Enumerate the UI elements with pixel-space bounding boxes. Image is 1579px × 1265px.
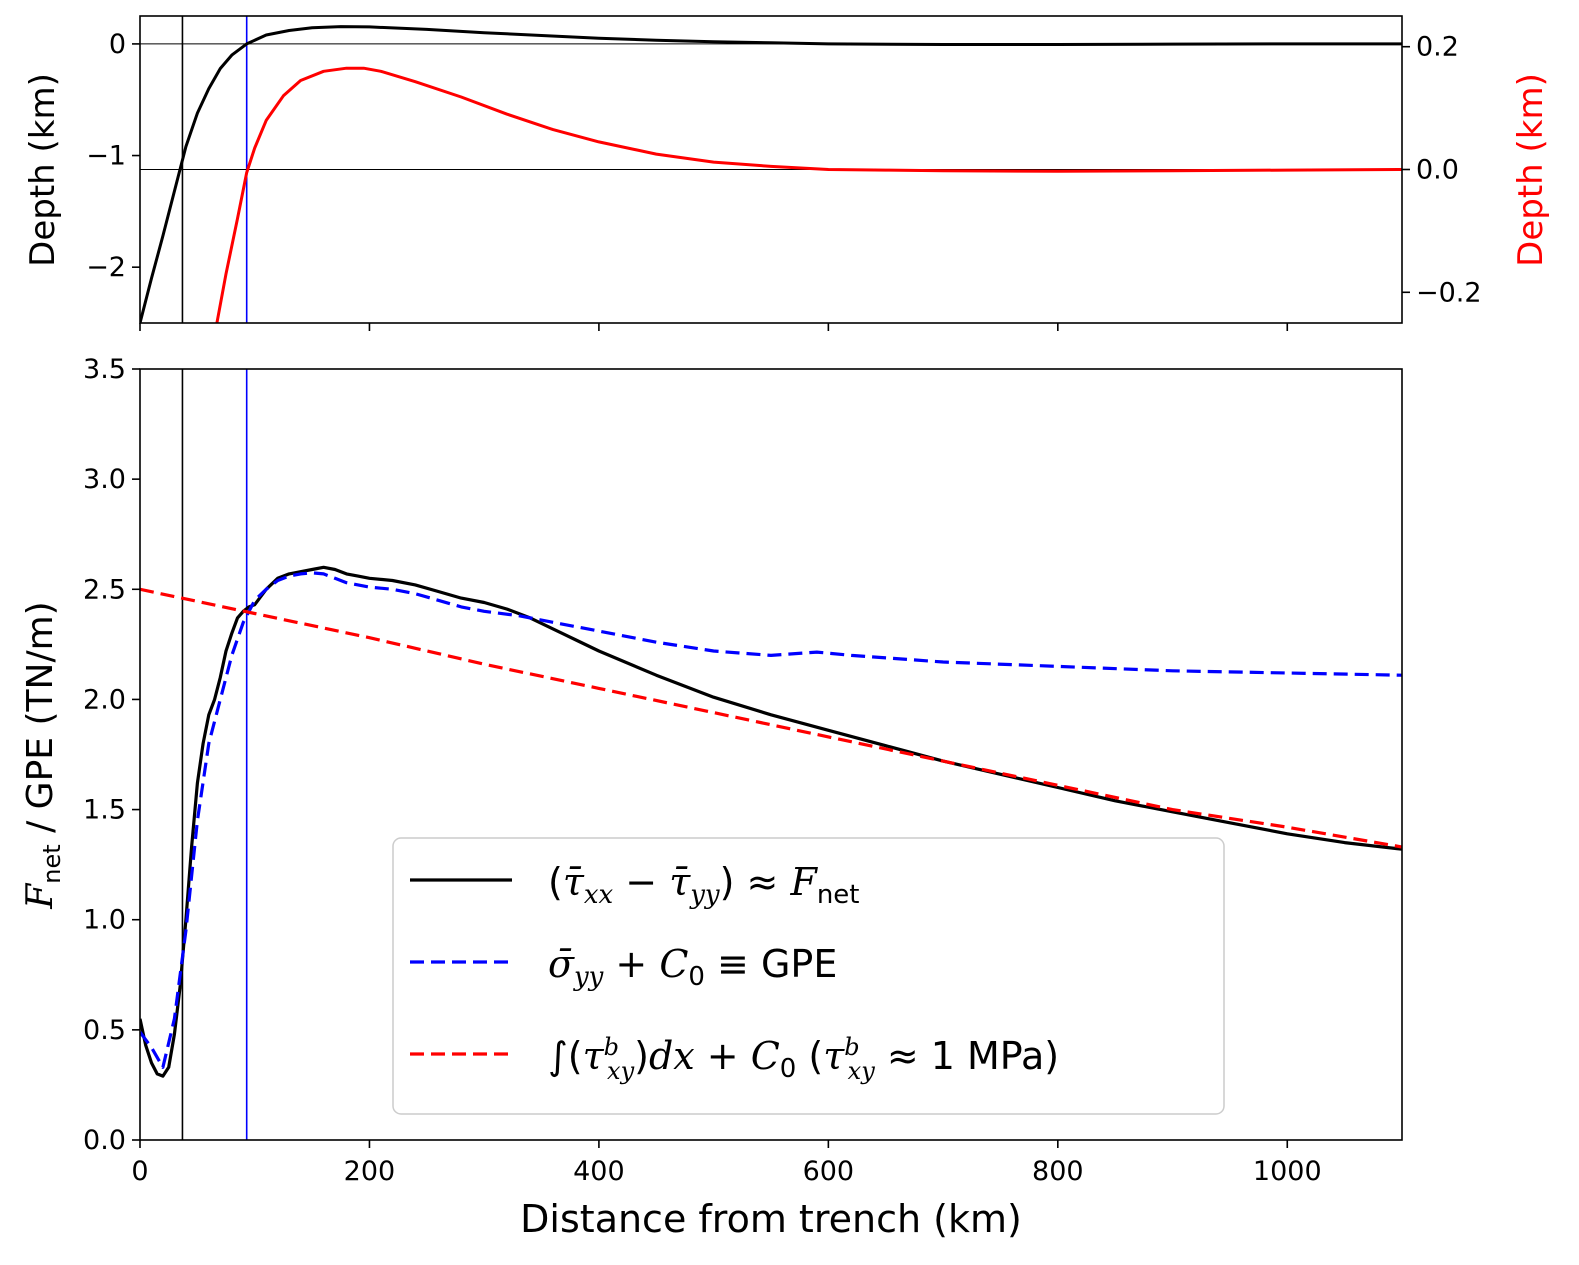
top-right-y-axis-label: Depth (km): [1511, 73, 1551, 267]
bottom-series-group: [140, 565, 1402, 1078]
bottom-plot-frame: [139, 368, 1403, 1141]
series-integral: [140, 587, 1402, 849]
bottom-y-tick-label: 3.5: [83, 354, 126, 385]
legend-label-gpe: σ̄yy + C0 ≡ GPE: [548, 942, 837, 992]
bottom-x-tick-label: 1000: [1253, 1156, 1322, 1187]
legend-label-integral: ∫(τb xy)dx + C0 (τb xy ≈ 1 MPa): [548, 1033, 1059, 1085]
top-zero-lines: [140, 43, 1402, 170]
legend: (τ̄xx − τ̄yy) ≈ Fnet σ̄yy + C0 ≡ GPE ∫(τ…: [392, 837, 1225, 1115]
top-left-y-axis-label: Depth (km): [23, 73, 63, 267]
series-gpe: [140, 571, 1402, 1069]
bottom-y-tick-label: 2.0: [83, 684, 126, 715]
top-right-y-ticks: 0.2 0.0 −0.2: [1402, 32, 1482, 308]
top-right-y-tick-label: 0.0: [1416, 155, 1459, 186]
bottom-panel: 0 200 400 600 800 1000 0.0 0.5 1.0 1.5 2.0 2.5 3.0 3…: [20, 354, 1403, 1241]
top-panel: 0 −1 −2 0.2 0.0 −0.2 Depth (km) Depth (km): [23, 15, 1551, 331]
bottom-y-tick-label: 1.5: [83, 795, 126, 826]
top-y-tick-label: −2: [86, 252, 126, 283]
bottom-x-tick-label: 200: [344, 1156, 396, 1187]
top-series-black-left: [140, 25, 1402, 323]
bottom-y-ticks: 0.0 0.5 1.0 1.5 2.0 2.5 3.0 3.5: [83, 354, 140, 1156]
y-label-subscript: net: [38, 844, 66, 883]
top-series-group: [140, 25, 1402, 323]
y-label-rest: / GPE (TN/m): [20, 601, 61, 844]
x-axis-label: Distance from trench (km): [520, 1197, 1022, 1241]
bottom-x-tick-label: 600: [803, 1156, 855, 1187]
top-y-tick-label: −1: [86, 141, 126, 172]
bottom-y-tick-label: 0.5: [83, 1015, 126, 1046]
series-fnet: [140, 565, 1402, 1078]
top-right-y-tick-label: 0.2: [1416, 32, 1459, 63]
bottom-x-tick-label: 800: [1032, 1156, 1084, 1187]
bottom-y-tick-label: 0.0: [83, 1125, 126, 1156]
bottom-y-axis-label: Fnet / GPE (TN/m): [20, 601, 66, 909]
bottom-reference-vertical-lines: [181, 369, 248, 1140]
top-y-tick-label: 0: [109, 29, 126, 60]
legend-box: [392, 837, 1225, 1115]
bottom-y-tick-label: 1.0: [83, 905, 126, 936]
bottom-y-tick-label: 3.0: [83, 464, 126, 495]
bottom-x-tick-label: 0: [131, 1156, 148, 1187]
top-x-ticks: [139, 323, 1289, 331]
top-series-red-right: [215, 66, 1402, 323]
top-y-ticks: 0 −1 −2: [86, 29, 140, 283]
bottom-y-tick-label: 2.5: [83, 574, 126, 605]
bottom-x-tick-label: 400: [573, 1156, 625, 1187]
top-right-y-tick-label: −0.2: [1416, 277, 1482, 308]
y-label-f: F: [20, 882, 61, 910]
bottom-x-ticks: 0 200 400 600 800 1000: [131, 1140, 1322, 1187]
